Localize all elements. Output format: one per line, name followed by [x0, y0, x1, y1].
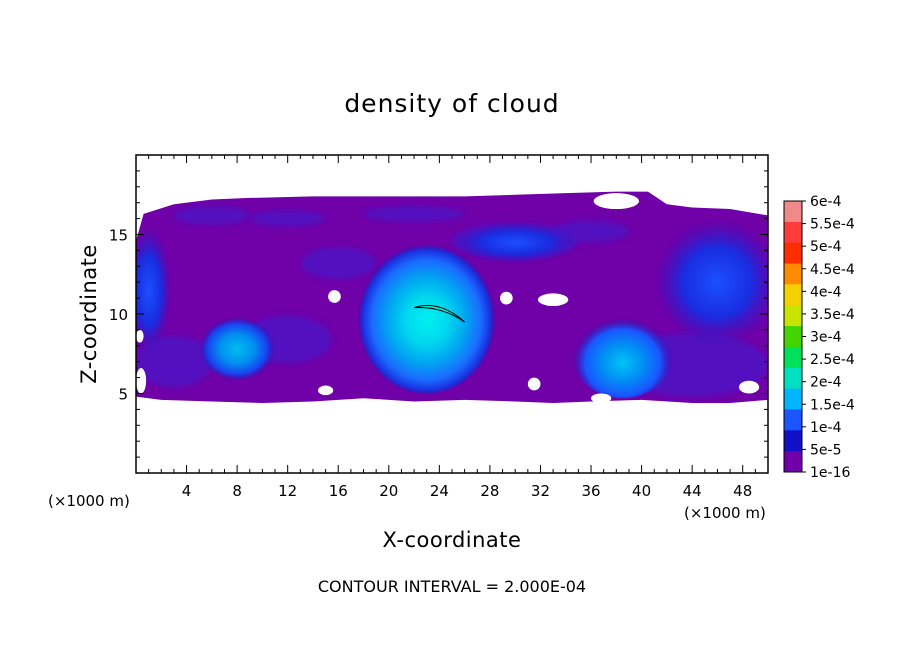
cloud-free-gap	[318, 385, 334, 396]
cloud-wisp	[249, 210, 326, 227]
colorbar: 6e-4 5.5e-4 5e-4 4.5e-4 4e-4 3.5e-4 3e-4 2.5e-4…	[783, 194, 855, 481]
cloud-wisp	[300, 247, 377, 280]
cloud-wisp	[363, 205, 465, 222]
colorbar-swatch	[784, 263, 802, 285]
colorbar-swatch	[784, 242, 802, 265]
x-tick-label: 28	[480, 482, 499, 500]
x-tick-label: 32	[531, 482, 550, 500]
cloud-cell	[199, 317, 276, 381]
chart-title: density of cloud	[344, 89, 559, 118]
contour-line	[413, 305, 465, 323]
x-tick-label: 8	[232, 482, 242, 500]
colorbar-label: 5e-5	[810, 442, 841, 458]
x-tick-label: 24	[430, 482, 449, 500]
cloud-free-gap	[593, 193, 640, 210]
colorbar-label: 1e-4	[810, 420, 842, 436]
cloud-cell	[654, 218, 768, 346]
x-tick-label: 20	[379, 482, 398, 500]
cloud-free-gap	[136, 368, 147, 394]
colorbar-label: 3.5e-4	[810, 307, 855, 323]
x-tick-label: 40	[632, 482, 651, 500]
colorbar-swatch	[784, 326, 802, 348]
x-tick-label: 12	[278, 482, 297, 500]
contour-interval-note: CONTOUR INTERVAL = 2.000E-04	[318, 577, 586, 596]
cloud-free-gap	[500, 291, 513, 305]
colorbar-label: 2e-4	[810, 375, 842, 391]
y-axis-label: Z-coordinate	[77, 244, 101, 384]
colorbar-label: 6e-4	[810, 194, 842, 210]
y-tick-label: 10	[109, 306, 128, 324]
cloud-cell	[136, 226, 172, 354]
x-tick-label: 48	[733, 482, 752, 500]
cloud-cell	[572, 309, 674, 399]
cloud-wisp	[173, 205, 250, 225]
colorbar-label: 3e-4	[810, 330, 842, 346]
colorbar-swatch	[784, 409, 802, 431]
x-unit-right: (×1000 m)	[684, 504, 766, 522]
colorbar-label: 5.5e-4	[810, 217, 855, 233]
cloud-free-gap	[591, 393, 612, 404]
colorbar-swatch	[784, 388, 802, 410]
cloud-cell	[452, 221, 579, 264]
x-axis-label: X-coordinate	[383, 528, 522, 552]
colorbar-swatch	[784, 284, 802, 306]
y-tick-label: 15	[109, 227, 128, 245]
cloud-free-gap	[328, 290, 341, 303]
colorbar-swatch	[784, 346, 802, 369]
colorbar-swatch	[784, 201, 802, 223]
colorbar-label: 4.5e-4	[810, 262, 855, 278]
colorbar-label: 1e-16	[810, 465, 850, 481]
colorbar-swatch	[784, 305, 802, 327]
cloud-free-gap	[738, 380, 760, 394]
x-tick-label: 44	[683, 482, 702, 500]
cloud-field	[136, 191, 768, 404]
colorbar-label: 5e-4	[810, 239, 842, 255]
colorbar-swatch	[784, 367, 802, 390]
colorbar-label: 2.5e-4	[810, 352, 855, 368]
cloud-cell	[357, 240, 497, 394]
x-tick-label: 4	[182, 482, 192, 500]
cloud-free-gap	[527, 377, 541, 391]
colorbar-label: 4e-4	[810, 284, 842, 300]
x-tick-label: 16	[329, 482, 348, 500]
cloud-free-gap	[136, 329, 144, 343]
colorbar-swatch	[784, 430, 802, 452]
colorbar-swatch	[784, 451, 802, 473]
colorbar-label: 1.5e-4	[810, 397, 855, 413]
y-tick-label: 5	[118, 386, 128, 404]
colorbar-swatch	[784, 221, 802, 244]
x-unit-left: (×1000 m)	[48, 492, 130, 510]
x-tick-label: 36	[581, 482, 600, 500]
cloud-free-gap	[537, 293, 569, 307]
